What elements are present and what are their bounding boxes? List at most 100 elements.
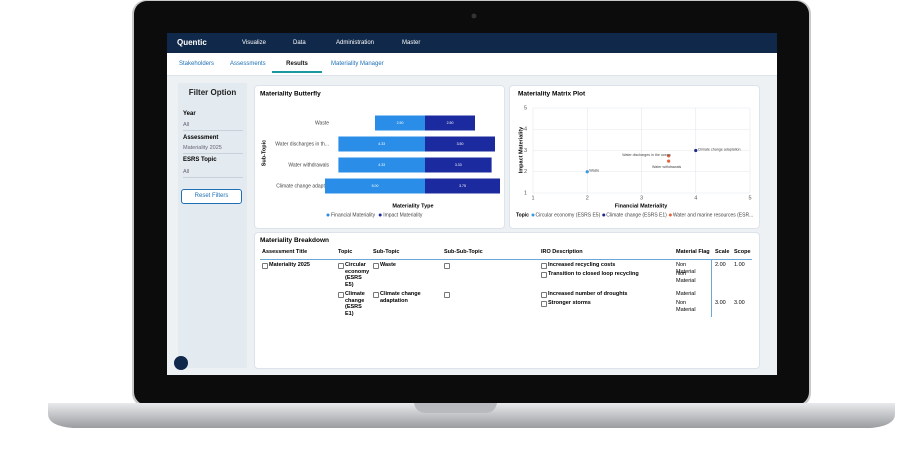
nav-item[interactable]: Data	[293, 40, 306, 46]
expand-icon[interactable]	[444, 291, 450, 298]
y-axis-label: Impact Materiality	[518, 126, 524, 173]
y-axis-label: Sub-Topic	[261, 140, 267, 166]
legend-label: Climate change (ESRS E1)	[606, 212, 667, 218]
expand-icon[interactable]	[338, 291, 344, 298]
legend-marker	[531, 213, 535, 217]
table-cell: 2.00	[715, 262, 726, 268]
table-cell: 3.00	[715, 300, 726, 306]
category-label: Water withdrawals	[288, 162, 329, 168]
x-tick-label: 3	[640, 195, 643, 201]
nav-bar	[167, 33, 777, 53]
point	[694, 148, 698, 153]
breakdown-panel	[254, 232, 760, 369]
filter-label: Year	[183, 111, 196, 117]
chart-title: Materiality Butterfly	[260, 91, 321, 98]
bar	[375, 115, 425, 131]
accessibility-button[interactable]	[174, 356, 188, 370]
column-header: Assessment Title	[262, 249, 308, 255]
expand-icon[interactable]	[262, 262, 268, 269]
bar-label: 2.50	[447, 121, 454, 125]
tab-active[interactable]: Results	[272, 61, 322, 73]
legend-label: Financial Materiality	[331, 212, 376, 218]
category-label: Climate change adapt...	[276, 183, 329, 189]
bar-label: 4.33	[378, 142, 385, 146]
filter-label: Assessment	[183, 135, 219, 141]
filter-select[interactable]: Materiality 2025	[183, 145, 243, 154]
column-header: IRO Description	[541, 249, 583, 255]
filter-label: ESRS Topic	[183, 157, 217, 163]
x-tick-label: 5	[748, 195, 751, 201]
brand[interactable]: Quentic	[177, 38, 207, 47]
legend-marker	[602, 213, 606, 217]
point-label: Water discharges in the ocean	[622, 153, 670, 157]
bar-label: 5.00	[372, 184, 379, 188]
x-axis-label: Financial Materiality	[615, 203, 669, 209]
table-cell: Transition to closed loop recycling	[548, 271, 639, 277]
butterfly-panel	[254, 85, 505, 229]
tab[interactable]: Assessments	[230, 61, 266, 67]
column-header: Sub-Sub-Topic	[444, 249, 483, 255]
column-header: Sub-Topic	[373, 249, 400, 255]
table-cell: 1.00	[734, 262, 745, 268]
table-cell: Materiality 2025	[269, 262, 310, 268]
point-label: Climate change adaptation	[698, 147, 741, 151]
expand-icon[interactable]	[541, 271, 547, 278]
bar	[338, 157, 425, 173]
tab[interactable]: Stakeholders	[179, 61, 215, 67]
y-tick-label: 2	[524, 169, 527, 175]
legend-marker	[326, 213, 330, 217]
bar	[338, 136, 425, 152]
y-tick-label: 4	[524, 127, 527, 133]
tab-bar	[167, 53, 777, 76]
expand-icon[interactable]	[373, 262, 379, 269]
cell-border	[711, 259, 712, 317]
bar-label: 3.33	[455, 163, 462, 167]
expand-icon[interactable]	[373, 291, 379, 298]
point	[667, 154, 671, 158]
table-cell: Stronger storms	[548, 300, 591, 306]
bar	[325, 178, 425, 194]
bar-label: 4.33	[378, 163, 385, 167]
legend-label: Circular economy (ESRS E5)	[536, 212, 601, 218]
table-cell: Non Material	[676, 300, 696, 313]
table-cell: Non Material	[676, 262, 696, 275]
x-tick-label: 2	[586, 195, 589, 201]
expand-icon[interactable]	[541, 291, 547, 298]
bar	[425, 157, 492, 173]
nav-item[interactable]: Master	[402, 40, 421, 46]
expand-icon[interactable]	[444, 262, 450, 269]
matrix-panel	[509, 85, 760, 229]
nav-item[interactable]: Administration	[336, 40, 375, 46]
table-cell: Climate change adaptation	[380, 291, 421, 304]
bar-label: 2.50	[397, 121, 404, 125]
point-label: Waste	[589, 169, 599, 173]
filter-title: Filter Option	[188, 88, 237, 97]
filter-select[interactable]: All	[183, 122, 243, 131]
legend-marker	[378, 213, 382, 217]
column-header: Scope	[734, 249, 751, 255]
point-label: Water withdrawals	[652, 165, 681, 169]
bar	[425, 178, 500, 194]
y-tick-label: 5	[524, 105, 527, 111]
bar	[425, 136, 495, 152]
table-cell: Climate change (ESRS E1)	[345, 291, 365, 317]
table-cell: Waste	[380, 262, 396, 268]
bar-label: 3.50	[457, 142, 464, 146]
filter-select[interactable]: All	[183, 169, 243, 178]
category-label: Waste	[315, 120, 329, 126]
table-cell: Non Material	[676, 271, 696, 284]
nav-item[interactable]: Visualize	[242, 40, 266, 46]
table-cell: Increased number of droughts	[548, 291, 628, 297]
expand-icon[interactable]	[541, 300, 547, 307]
point	[585, 170, 589, 174]
expand-icon[interactable]	[338, 262, 344, 269]
expand-icon[interactable]	[541, 262, 547, 269]
reset-button[interactable]: Reset Filters	[181, 189, 242, 204]
breakdown-title: Materiality Breakdown	[260, 237, 329, 244]
legend-label: Water and marine resources (ESR...	[673, 212, 753, 218]
category-label: Water discharges in th...	[275, 141, 329, 147]
legend-title: Topic	[516, 212, 529, 218]
tab[interactable]: Materiality Manager	[331, 61, 384, 67]
header-rule	[260, 259, 752, 260]
